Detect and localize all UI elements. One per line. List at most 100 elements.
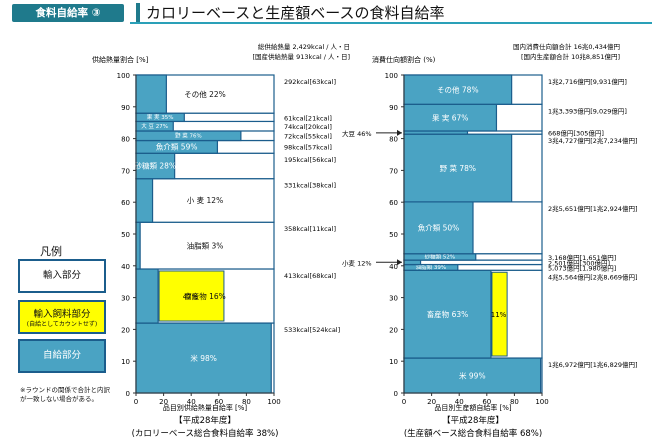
legend-import: 輸入部分 xyxy=(18,259,106,293)
prod-side-arrowhead-0 xyxy=(397,129,402,136)
cal-value-label-5: 98kcal[57kcal] xyxy=(284,144,332,152)
legend-note: ※ラウンドの関係で合計と内訳が一致しない場合がある。 xyxy=(20,386,110,403)
prod-total-line: [国内生産額合計 10兆8,851億円] xyxy=(521,52,620,61)
page-title: カロリーベースと生産額ベースの食料自給率 xyxy=(146,4,445,22)
prod-caption: (生産額ベース総合食料自給率 68%) xyxy=(404,428,542,439)
title-accent-bar xyxy=(136,3,140,22)
prod-xtick-label: 100 xyxy=(535,398,548,406)
prod-seg-self-8 xyxy=(403,103,498,132)
prod-ylabel: 消費仕向額割合 (%) xyxy=(372,55,436,64)
prod-xtick-label: 80 xyxy=(510,398,519,406)
cal-feed-label-1: 47% xyxy=(183,293,199,301)
cal-seg-self-1 xyxy=(135,268,159,324)
cal-value-label-0: 533kcal[524kcal] xyxy=(284,326,340,334)
prod-value-label-2: 5,073億円[1,980億円] xyxy=(548,263,616,272)
legend-title: 凡例 xyxy=(40,245,62,258)
cal-value-label-4: 195kcal[56kcal] xyxy=(284,156,336,164)
prod-seg-label-6: 野 菜 78% xyxy=(440,163,476,173)
cal-seg-import-2 xyxy=(135,221,275,270)
cal-total-line: [国産供給熱量 913kcal / 人・日] xyxy=(253,52,351,61)
prod-value-label-3: 2,501億円[300億円] xyxy=(548,258,610,267)
prod-side-label-1: 小麦 12% xyxy=(342,258,372,267)
cal-seg-self-2 xyxy=(135,221,141,270)
cal-seg-label-2: 油脂類 3% xyxy=(187,240,224,250)
cal-seg-self-3 xyxy=(135,178,154,223)
prod-seg-self-1 xyxy=(403,269,492,359)
cal-value-label-3: 331kcal[38kcal] xyxy=(284,182,336,190)
cal-seg-label-1: 畜産物 16% xyxy=(184,291,226,301)
header: 食料自給率 ③ カロリーベースと生産額ベースの食料自給率 xyxy=(0,0,660,26)
prod-subtitle: 【平成28年度】 xyxy=(442,415,504,426)
prod-value-label-4: 3,168億円[1,651億円] xyxy=(548,253,616,262)
prod-feed-label-1: 11% xyxy=(491,311,507,319)
prod-side-label-0: 大豆 46% xyxy=(342,129,372,138)
prod-value-label-1: 4兆5,564億円[2兆8,669億円] xyxy=(548,272,638,281)
prod-ytick-label: 40 xyxy=(389,263,398,271)
legend-feed: 輸入飼料部分 (自給としてカウントせず) xyxy=(18,300,106,334)
cal-xtick-label: 40 xyxy=(187,398,196,406)
cal-value-label-8: 61kcal[21kcal] xyxy=(284,114,332,122)
cal-subtitle: 【平成28年度】 xyxy=(174,415,236,426)
cal-ytick-label: 100 xyxy=(117,72,130,80)
cal-seg-self-9 xyxy=(135,74,167,114)
prod-ytick-label: 60 xyxy=(389,199,398,207)
prod-seg-import-3 xyxy=(403,259,543,266)
prod-seg-feed-1 xyxy=(491,271,508,357)
prod-ytick-label: 80 xyxy=(389,136,398,144)
legend-self: 自給部分 xyxy=(18,339,106,373)
prod-seg-self-0 xyxy=(403,357,542,394)
prod-seg-label-0: 米 99% xyxy=(459,370,486,380)
prod-value-label-6: 3兆4,727億円[2兆7,234億円] xyxy=(548,136,638,145)
cal-ytick-label: 60 xyxy=(121,199,130,207)
cal-seg-label-0: 米 98% xyxy=(190,353,217,363)
prod-ytick-label: 100 xyxy=(385,72,398,80)
cal-ytick-label: 80 xyxy=(121,136,130,144)
section-tag: 食料自給率 ③ xyxy=(12,4,124,22)
prod-value-label-0: 1兆6,972億円[1兆6,829億円] xyxy=(548,360,638,369)
cal-seg-label-4: 砂糖類 28% xyxy=(135,161,177,171)
cal-total-line: 総供給熱量 2,429kcal / 人・日 xyxy=(258,42,350,51)
cal-xtick-label: 0 xyxy=(134,398,138,406)
cal-seg-import-3 xyxy=(135,178,275,223)
prod-xtick-label: 60 xyxy=(482,398,491,406)
prod-seg-label-2: 油脂類 39% xyxy=(416,263,446,271)
cal-seg-feed-1 xyxy=(158,270,225,322)
cal-seg-label-5: 魚介類 59% xyxy=(156,142,198,152)
prod-ytick-label: 30 xyxy=(389,295,398,303)
cal-seg-label-8: 果 実 35% xyxy=(147,113,174,121)
prod-seg-self-6 xyxy=(403,133,513,203)
prod-value-label-9: 1兆2,716億円[9,931億円] xyxy=(548,77,627,86)
cal-ytick-label: 40 xyxy=(121,263,130,271)
cal-value-label-1: 413kcal[68kcal] xyxy=(284,272,336,280)
prod-total-line: 国内消費仕向額合計 16兆0,434億円 xyxy=(513,42,620,51)
cal-xlabel: 品目別供給熱量自給率 [%] xyxy=(163,403,248,412)
title-underline xyxy=(130,22,652,24)
prod-seg-self-3 xyxy=(403,259,422,266)
cal-xtick-label: 60 xyxy=(214,398,223,406)
prod-side-arrowhead-1 xyxy=(397,259,402,266)
cal-value-label-7: 74kcal[20kcal] xyxy=(284,123,332,131)
cal-seg-label-7: 大 豆 27% xyxy=(141,122,168,130)
prod-value-label-8: 1兆3,393億円[9,029億円] xyxy=(548,106,627,115)
prod-ytick-label: 0 xyxy=(394,390,398,398)
prod-value-label-7: 668億円[305億円] xyxy=(548,129,604,138)
legend-feed-label: 輸入飼料部分 xyxy=(33,309,91,320)
prod-ytick-label: 10 xyxy=(389,358,398,366)
cal-ytick-label: 70 xyxy=(121,167,130,175)
prod-ytick-label: 70 xyxy=(389,167,398,175)
cal-seg-label-6: 野 菜 76% xyxy=(175,131,202,139)
prod-xtick-label: 0 xyxy=(402,398,406,406)
cal-ylabel: 供給熱量割合 [%] xyxy=(92,55,149,64)
prod-seg-label-1: 畜産物 63% xyxy=(427,309,469,319)
cal-seg-label-9: その他 22% xyxy=(184,89,226,99)
legend-feed-sub: (自給としてカウントせず) xyxy=(26,321,98,328)
cal-ytick-label: 0 xyxy=(126,390,130,398)
cal-xtick-label: 80 xyxy=(242,398,251,406)
prod-xlabel: 品目別生産額自給率 [%] xyxy=(434,403,512,412)
cal-xtick-label: 20 xyxy=(159,398,168,406)
cal-ytick-label: 10 xyxy=(121,358,130,366)
prod-ytick-label: 90 xyxy=(389,104,398,112)
prod-ytick-label: 50 xyxy=(389,231,398,239)
cal-ytick-label: 30 xyxy=(121,295,130,303)
